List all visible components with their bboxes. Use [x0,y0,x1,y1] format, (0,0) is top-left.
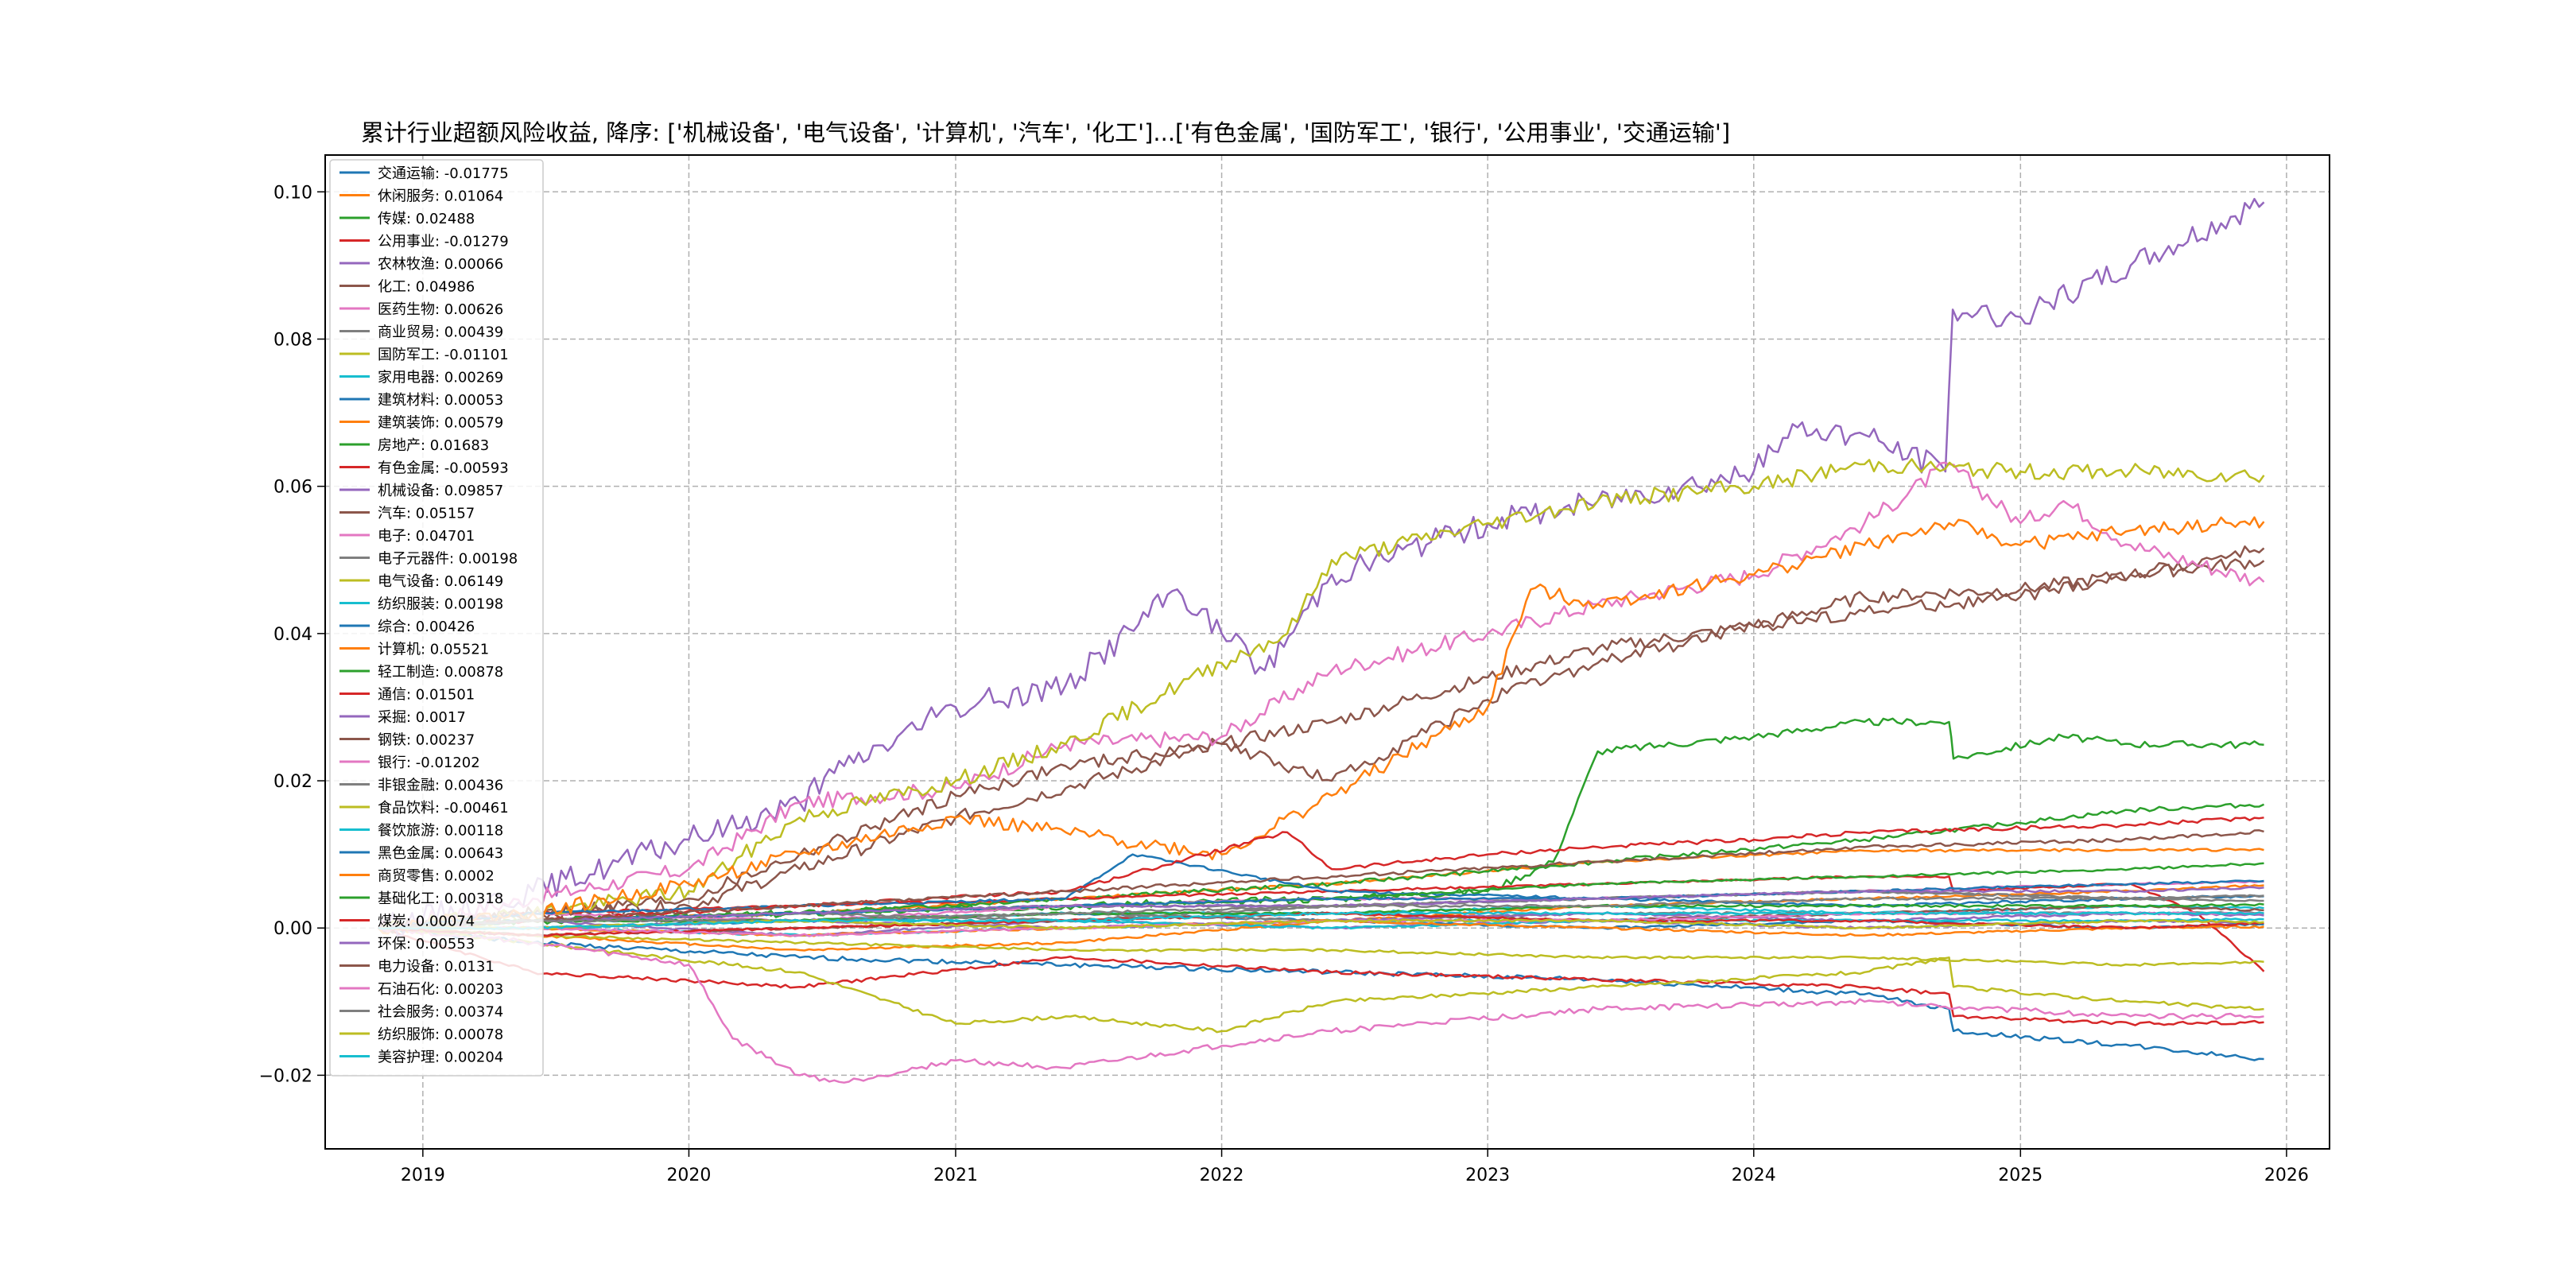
legend-label: 食品饮料: -0.00461 [378,800,509,817]
legend-label: 环保: 0.00553 [378,936,475,952]
x-tick-label: 2025 [1998,1166,2043,1185]
x-tick-label: 2026 [2264,1166,2309,1185]
series-lines [377,197,2265,1084]
legend-label: 社会服务: 0.00374 [378,1004,503,1021]
y-tick-label: 0.00 [274,919,312,939]
series-line [378,927,2264,1084]
y-tick-label: 0.02 [274,772,312,792]
series-line [377,516,2265,935]
legend-label: 家用电器: 0.00269 [378,370,503,386]
legend-label: 传媒: 0.02488 [378,211,475,227]
series-line [378,911,2264,930]
legend-label: 休闲服务: 0.01064 [378,188,503,205]
series-line [378,829,2264,930]
y-tick-label: 0.04 [274,625,312,645]
x-tick-label: 2020 [666,1166,711,1185]
legend-label: 化工: 0.04986 [378,279,475,296]
legend-label: 美容护理: 0.00204 [378,1049,503,1066]
legend-label: 基础化工: 0.00318 [378,890,503,907]
legend-label: 建筑材料: 0.00053 [378,392,503,409]
legend: 交通运输: -0.01775 休闲服务: 0.01064 传媒: 0.02488 公用… [329,159,544,1077]
series-line [378,926,2264,967]
x-tick-label: 2024 [1732,1166,1776,1185]
series-line [378,896,2264,929]
legend-label: 纺织服饰: 0.00078 [378,1026,503,1043]
legend-label: 黑色金属: 0.00643 [378,845,503,862]
legend-label: 电子元器件: 0.00198 [378,551,518,568]
legend-label: 商贸零售: 0.0002 [378,868,495,885]
legend-label: 公用事业: -0.01279 [378,234,509,250]
y-tick-label: −0.02 [259,1066,312,1086]
legend-label: 交通运输: -0.01775 [378,165,509,182]
legend-label: 国防军工: -0.01101 [378,347,509,363]
legend-label: 汽车: 0.05157 [378,506,475,522]
series-line [378,875,2265,972]
legend-label: 餐饮旅游: 0.00118 [378,823,503,840]
legend-label: 机械设备: 0.09857 [378,483,503,499]
legend-label: 电力设备: 0.0131 [378,959,495,976]
legend-label: 商业贸易: 0.00439 [378,324,503,341]
legend-label: 煤炭: 0.00074 [378,914,475,930]
y-tick-label: 0.06 [274,478,312,498]
legend-label: 电气设备: 0.06149 [378,573,503,590]
series-line [378,927,2264,1034]
legend-label: 有色金属: -0.00593 [378,460,509,477]
series-line [378,458,2265,931]
legend-label: 非银金融: 0.00436 [378,778,503,794]
legend-label: 房地产: 0.01683 [378,437,489,454]
y-tick-label: 0.08 [274,330,312,350]
legend-label: 医药生物: 0.00626 [378,301,503,318]
legend-label: 通信: 0.01501 [378,687,475,704]
x-tick-label: 2023 [1465,1166,1510,1185]
y-tick-label: 0.10 [274,183,312,203]
legend-label: 纺织服装: 0.00198 [378,596,503,613]
series-line [378,926,2264,1061]
legend-label: 采掘: 0.0017 [378,709,466,726]
series-line [377,545,2265,934]
chart-title: 累计行业超额风险收益, 降序: ['机械设备', '电气设备', '计算机', … [361,119,1730,146]
legend-label: 建筑装饰: 0.00579 [378,415,503,432]
legend-label: 银行: -0.01202 [378,755,480,771]
legend-label: 农林牧渔: 0.00066 [378,256,503,273]
legend-label: 钢铁: 0.00237 [378,732,475,749]
legend-label: 计算机: 0.05521 [378,642,489,658]
legend-label: 轻工制造: 0.00878 [378,664,503,681]
series-line [377,197,2265,937]
legend-box [329,159,544,1077]
legend-label: 综合: 0.00426 [378,619,475,635]
x-tick-label: 2021 [933,1166,978,1185]
legend-label: 电子: 0.04701 [378,528,475,545]
series-line [378,879,2264,929]
plot-area-frame [324,154,2330,1150]
legend-label: 石油石化: 0.00203 [378,981,503,998]
axes: 2019 2020 2021 2022 2023 2024 2025 2026 −0.02 0.0… [259,183,2309,1185]
x-tick-label: 2019 [401,1166,445,1185]
series-line [378,927,2264,1026]
x-tick-label: 2022 [1200,1166,1244,1185]
